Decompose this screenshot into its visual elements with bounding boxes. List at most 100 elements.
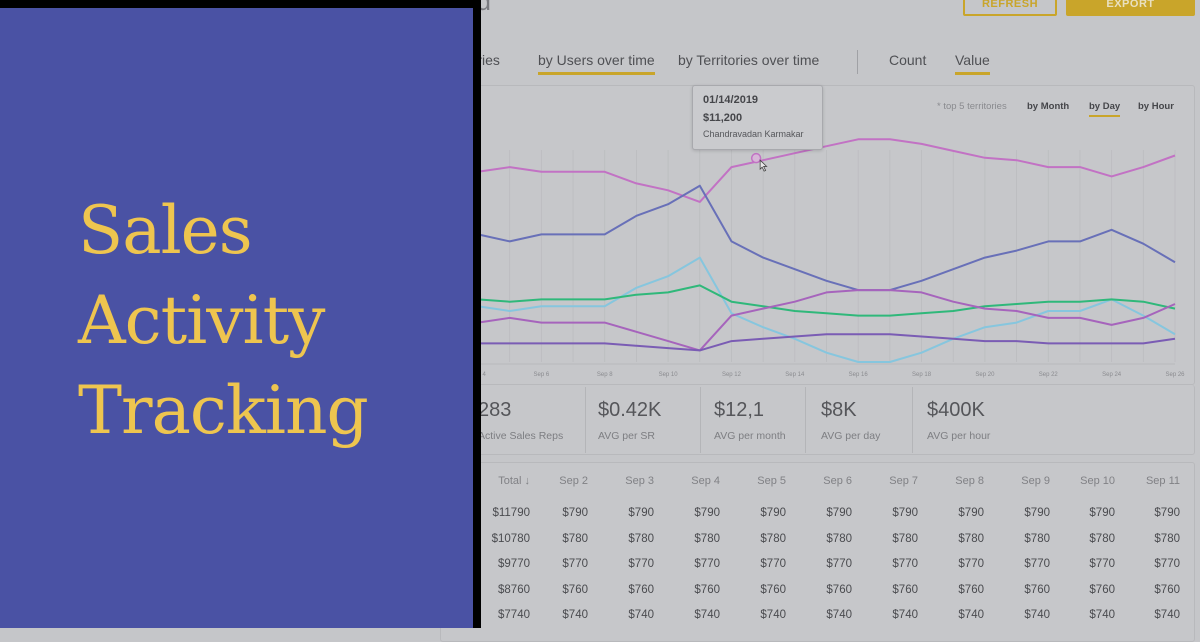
column-header[interactable]: Sep 7 [889, 475, 918, 487]
stat-divider [912, 387, 913, 453]
table-cell: $780 [892, 532, 918, 545]
table-cell: $770 [694, 558, 720, 570]
tooltip-date: 01/14/2019 [703, 94, 759, 106]
series-line-2 [477, 184, 1176, 292]
tab-by-users-over-time[interactable]: by Users over time [538, 52, 655, 75]
chart-note: * top 5 territories [937, 101, 1007, 112]
table-cell: $770 [562, 558, 588, 570]
x-tick-label: Sep 20 [975, 372, 995, 378]
toggle-count[interactable]: Count [889, 52, 927, 68]
by-month-option[interactable]: by Month [1027, 101, 1070, 112]
table-cell: $740 [1024, 609, 1050, 621]
table-cell: $770 [1154, 558, 1180, 570]
table-cell: $780 [562, 532, 588, 545]
stat-divider [585, 387, 586, 453]
x-tick-label: Sep 6 [534, 372, 550, 378]
cursor-icon [759, 159, 768, 172]
series-line-5 [477, 289, 1176, 352]
table-cell: $790 [826, 507, 852, 519]
series-line-3 [477, 256, 1176, 363]
hover-point [750, 152, 762, 164]
x-tick-label: Sep 10 [659, 372, 679, 378]
stats-card [440, 385, 1195, 455]
tab-by-territories-over-time[interactable]: by Territories over time [678, 52, 820, 68]
table-cell: $760 [562, 583, 588, 596]
table-cell: $790 [694, 507, 720, 519]
column-header[interactable]: Sep 10 [1080, 475, 1115, 487]
stat-avg-sr-label: AVG per SR [598, 430, 655, 442]
table-cell: $740 [826, 609, 852, 621]
table-cell: $790 [760, 507, 786, 519]
table-cell: $740 [628, 609, 654, 621]
table-cell: $740 [892, 609, 918, 621]
tab-divider [857, 50, 858, 74]
table-cell: $760 [760, 583, 786, 596]
stat-avg-hour-label: AVG per hour [927, 430, 991, 442]
stat-divider [700, 387, 701, 453]
stat-active-reps-value: 283 [478, 399, 512, 421]
series-line-6 [478, 333, 1176, 352]
stat-avg-day-label: AVG per day [821, 430, 881, 442]
table-cell: $760 [628, 583, 654, 596]
table-cell: $780 [1024, 532, 1050, 545]
stat-avg-month-label: AVG per month [714, 430, 786, 442]
table-cell: $8760 [498, 583, 530, 596]
x-tick-label: Sep 22 [1039, 372, 1059, 378]
table-cell: $770 [628, 558, 654, 570]
table-cell: $760 [1089, 583, 1115, 596]
table-cell: $740 [694, 609, 720, 621]
table-cell: $760 [826, 583, 852, 596]
table-cell: $790 [958, 507, 984, 519]
headline: Sales Activity Tracking [78, 186, 369, 456]
x-tick-label: Sep 18 [912, 372, 932, 378]
column-header[interactable]: Sep 4 [691, 475, 720, 487]
by-day-option[interactable]: by Day [1089, 101, 1121, 117]
tooltip-name: Chandravadan Karmakar [703, 129, 804, 139]
x-tick-label: Sep 24 [1102, 372, 1122, 378]
stat-divider [805, 387, 806, 453]
table-cell: $9770 [498, 558, 530, 570]
stat-avg-sr-value: $0.42K [598, 399, 662, 421]
table-cell: $740 [958, 609, 984, 621]
x-tick-label: Sep 16 [849, 372, 869, 378]
table-cell: $760 [958, 583, 984, 596]
table-cell: $780 [628, 532, 654, 545]
stat-avg-hour-value: $400K [927, 399, 985, 421]
table-cell: $780 [694, 532, 720, 545]
table-cell: $11790 [492, 507, 530, 519]
export-button[interactable]: EXPORT [1066, 0, 1195, 16]
column-header[interactable]: Sep 2 [559, 475, 588, 487]
table-cell: $790 [892, 507, 918, 519]
column-header[interactable]: Sep 11 [1145, 475, 1180, 487]
column-header[interactable]: Total ↓ [498, 475, 530, 487]
series-line-4 [477, 284, 1176, 317]
x-tick-label: Sep 26 [1165, 372, 1185, 378]
stat-active-reps-label: Active Sales Reps [478, 430, 564, 442]
table-cell: $770 [1089, 558, 1115, 570]
x-tick-label: Sep 14 [785, 372, 805, 378]
column-header[interactable]: Sep 8 [955, 475, 984, 487]
refresh-button[interactable]: REFRESH [963, 0, 1057, 16]
series-line-1 [477, 138, 1176, 203]
column-header[interactable]: Sep 6 [823, 475, 852, 487]
column-header[interactable]: Sep 3 [625, 475, 654, 487]
table-cell: $780 [958, 532, 984, 545]
table-cell: $760 [1024, 583, 1050, 596]
table-cell: $760 [694, 583, 720, 596]
table-cell: $770 [760, 558, 786, 570]
table-cell: $790 [1154, 507, 1180, 519]
by-hour-option[interactable]: by Hour [1138, 101, 1174, 112]
headline-line: Tracking [78, 372, 369, 449]
column-header[interactable]: Sep 5 [757, 475, 786, 487]
table-cell: $780 [1154, 532, 1180, 545]
toggle-value[interactable]: Value [955, 52, 990, 75]
table-cell: $740 [1154, 609, 1180, 621]
column-header[interactable]: Sep 9 [1021, 475, 1050, 487]
table-cell: $770 [826, 558, 852, 570]
table-cell: $790 [1089, 507, 1115, 519]
table-cell: $790 [1024, 507, 1050, 519]
x-tick-label: Sep 8 [597, 372, 613, 378]
table-cell: $740 [760, 609, 786, 621]
table-cell: $790 [628, 507, 654, 519]
